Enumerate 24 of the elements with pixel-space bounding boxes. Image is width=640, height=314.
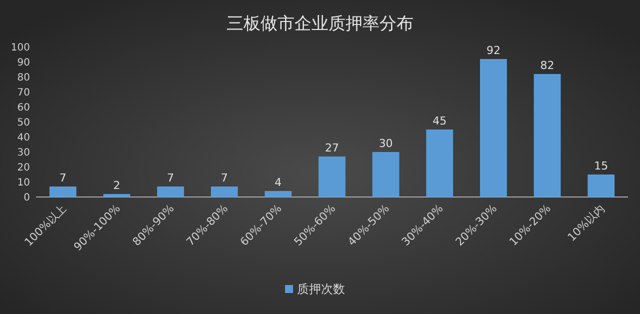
y-tick-label: 10 bbox=[17, 178, 30, 188]
legend-label: 质押次数 bbox=[297, 282, 345, 296]
data-label: 7 bbox=[220, 172, 228, 184]
data-label: 45 bbox=[432, 114, 447, 128]
data-label: 7 bbox=[59, 172, 66, 184]
y-tick-label: 50 bbox=[17, 118, 30, 128]
data-label: 92 bbox=[486, 44, 500, 57]
data-label: 27 bbox=[325, 142, 339, 154]
data-label: 7 bbox=[167, 172, 174, 184]
y-tick-label: 100 bbox=[10, 42, 30, 54]
y-tick-label: 80 bbox=[17, 72, 30, 84]
y-tick-label: 60 bbox=[17, 102, 30, 114]
y-tick-label: 20 bbox=[17, 162, 30, 174]
data-label: 15 bbox=[594, 160, 608, 172]
y-tick-label: 70 bbox=[17, 88, 30, 98]
y-tick-label: 30 bbox=[17, 148, 30, 158]
y-tick-label: 0 bbox=[24, 192, 30, 204]
chart-title: 三板做市企业质押率分布 bbox=[226, 14, 414, 34]
data-label: 2 bbox=[113, 179, 120, 192]
data-label: 82 bbox=[540, 59, 554, 72]
y-tick-label: 90 bbox=[17, 58, 30, 68]
y-tick-label: 40 bbox=[17, 132, 30, 144]
data-label: 4 bbox=[274, 176, 282, 189]
data-label: 30 bbox=[378, 137, 393, 150]
